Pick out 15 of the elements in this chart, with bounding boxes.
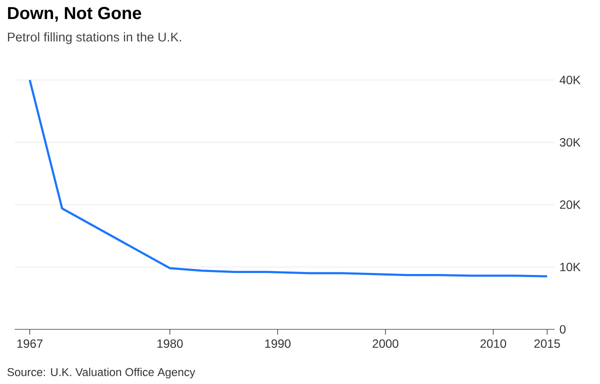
y-tick-label: 0: [560, 325, 566, 334]
y-tick-label: 40K: [560, 76, 581, 84]
y-tick-label: 20K: [560, 200, 581, 209]
chart-title: Down, Not Gone: [8, 6, 142, 22]
x-tick-label: 1990: [265, 339, 291, 348]
x-tick-label: 2010: [480, 339, 506, 348]
x-tick-label: 2000: [372, 339, 398, 348]
line-series: [28, 78, 548, 278]
x-tick-label: 2015: [534, 339, 560, 348]
y-tick-label: 30K: [560, 138, 581, 147]
x-tick-label: 1967: [17, 339, 42, 348]
y-tick-label: 10K: [560, 262, 581, 272]
chart-subtitle: Petrol filling stations in the U.K.: [8, 32, 182, 44]
source-note: Source: U.K. Valuation Office Agency: [7, 368, 196, 378]
x-tick-label: 1980: [157, 339, 183, 348]
